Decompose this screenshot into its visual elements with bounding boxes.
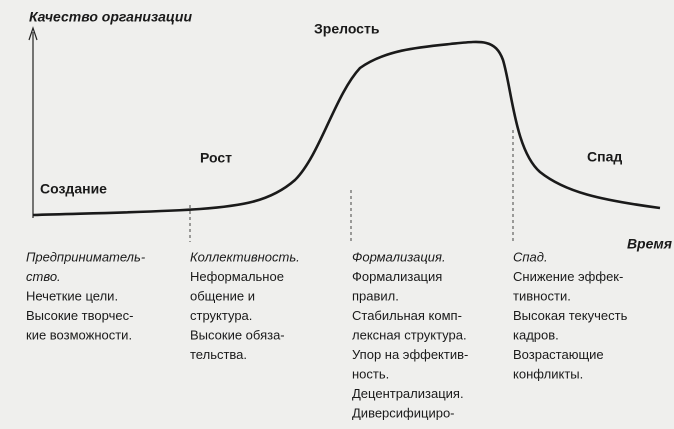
stage-text: кие возможности. — [26, 327, 132, 342]
stage-text: Снижение эффек- — [513, 269, 623, 284]
stage-heading: ство. — [26, 269, 61, 284]
stage-text: Возрастающие — [513, 347, 604, 362]
stage-text: тельства. — [190, 347, 247, 362]
stage-text: Формализация — [352, 269, 442, 284]
life-cycle-curve — [32, 40, 661, 217]
stage-text: общение и — [190, 288, 255, 303]
stage-text: структура. — [190, 308, 252, 323]
stage-text: тивности. — [513, 288, 571, 303]
stage-text: Неформальное — [190, 269, 284, 284]
stage-text: ность. — [352, 366, 389, 381]
stage-name: Спад — [587, 149, 622, 165]
stage-text: Упор на эффектив- — [352, 347, 468, 362]
y-axis-arrow — [28, 26, 38, 41]
y-axis-label: Качество организации — [29, 9, 192, 25]
x-axis-label: Время — [627, 236, 672, 252]
stage-text: Высокие творчес- — [26, 308, 133, 323]
stage-name: Зрелость — [314, 21, 380, 37]
stage-text: Высокая текучесть — [513, 308, 628, 323]
stage-heading: Спад. — [513, 249, 548, 264]
stage-heading: Предприниматель- — [26, 249, 146, 264]
stage-text: Диверсифициро- — [352, 405, 455, 420]
stage-text: Высокие обяза- — [190, 327, 285, 342]
stage-text: правил. — [352, 288, 399, 303]
stage-name: Создание — [40, 181, 107, 197]
stage-heading: Коллективность. — [190, 249, 300, 264]
stage-separators — [189, 130, 514, 242]
stage-text: Децентрализация. — [352, 386, 464, 401]
stage-text: Нечеткие цели. — [26, 288, 118, 303]
stage-text: Стабильная комп- — [352, 308, 462, 323]
stage-name: Рост — [200, 150, 232, 166]
stage-text: кадров. — [513, 327, 559, 342]
stage-text: конфликты. — [513, 366, 583, 381]
stage-text: лексная структура. — [352, 327, 467, 342]
stage-heading: Формализация. — [352, 249, 446, 264]
stage-text: ванные рынки. — [352, 425, 441, 429]
